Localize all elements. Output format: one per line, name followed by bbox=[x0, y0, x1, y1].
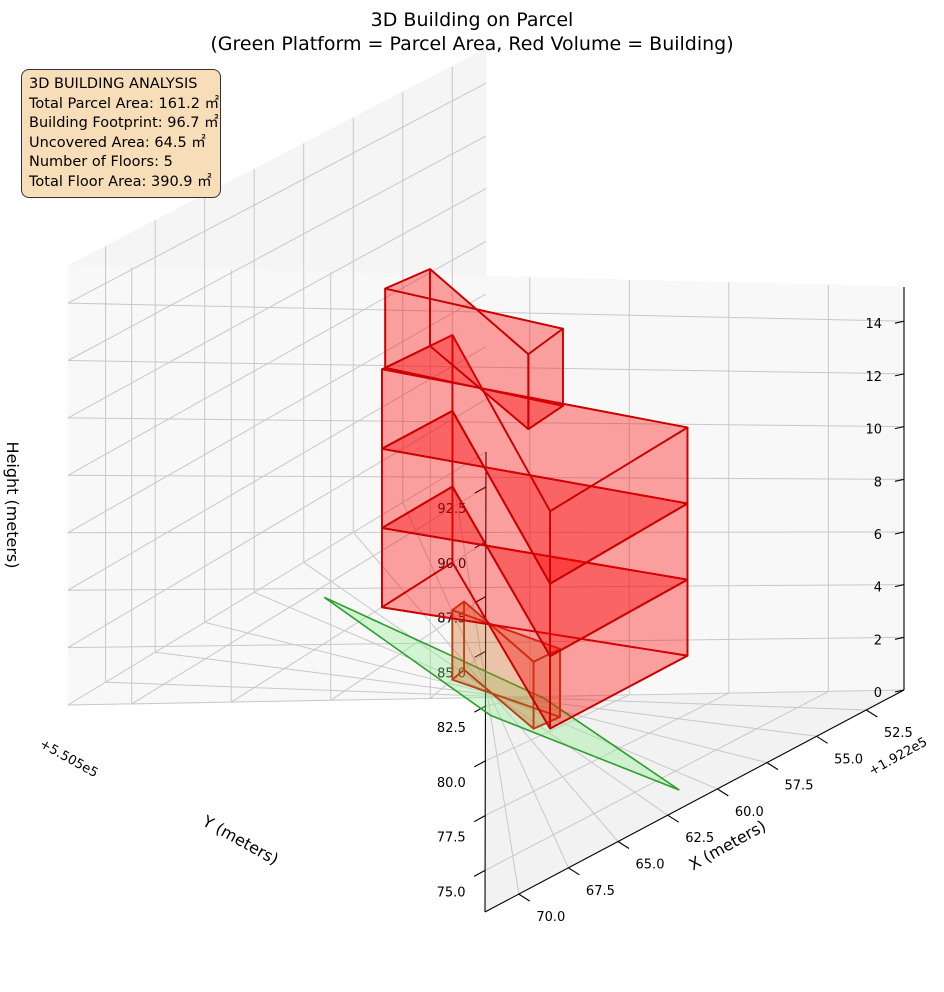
z-tick-label: 2 bbox=[874, 633, 882, 648]
grid-line-y-floor bbox=[330, 596, 486, 701]
z-tick-mark bbox=[894, 584, 905, 588]
y-tick-label: 82.5 bbox=[437, 721, 466, 736]
x-tick-mark bbox=[766, 762, 779, 771]
y-tick-label: 77.5 bbox=[437, 831, 466, 846]
y-tick-label: 80.0 bbox=[437, 776, 466, 791]
x-tick-label: 57.5 bbox=[785, 779, 814, 794]
y-tick-mark bbox=[474, 486, 487, 494]
x-tick-label: 52.5 bbox=[884, 726, 913, 741]
x-tick-mark bbox=[816, 735, 828, 744]
x-tick-mark bbox=[617, 841, 630, 849]
floor-4 bbox=[381, 334, 689, 585]
z-tick-label: 8 bbox=[874, 475, 882, 490]
grid-line-y-floor bbox=[485, 694, 630, 762]
parcel-polygon bbox=[323, 596, 680, 791]
x-axis-line bbox=[484, 689, 905, 913]
z-tick-label: 10 bbox=[865, 423, 882, 438]
floor-5 bbox=[384, 268, 564, 431]
y-tick-mark bbox=[474, 650, 486, 658]
grid-line-y-floor bbox=[131, 486, 487, 705]
y-tick-label: 75.0 bbox=[437, 885, 466, 900]
z-tick-mark bbox=[894, 320, 905, 324]
x-tick-mark bbox=[717, 788, 729, 797]
grid-line-z-right bbox=[67, 188, 487, 419]
floor-3 bbox=[381, 409, 689, 657]
grid-line-y-floor bbox=[485, 696, 530, 707]
grid-line-z-right bbox=[67, 240, 487, 476]
info-line-parcel-area: Total Parcel Area: 161.2 ㎡ bbox=[29, 95, 220, 112]
grid-line-z-right bbox=[67, 451, 487, 706]
grid-line-y-floor bbox=[484, 692, 730, 817]
grid-line-z-left bbox=[67, 360, 905, 375]
z-tick-label: 0 bbox=[874, 686, 882, 701]
z-tick-label: 4 bbox=[874, 581, 882, 596]
x-tick-mark bbox=[518, 893, 531, 902]
analysis-info-box: 3D BUILDING ANALYSIS Total Parcel Area: … bbox=[21, 69, 221, 198]
y-axis-offset: +5.505e5 bbox=[37, 737, 101, 781]
x-tick-label: 60.0 bbox=[735, 805, 764, 820]
x-tick-mark bbox=[866, 709, 878, 718]
grid-line-z-right bbox=[67, 398, 487, 649]
parcel-platform bbox=[323, 596, 680, 791]
grid-line-z-right bbox=[67, 82, 487, 304]
grid-line-z-right bbox=[67, 135, 487, 361]
z-tick-mark bbox=[894, 478, 905, 482]
y-tick-mark bbox=[474, 760, 486, 768]
x-tick-label: 65.0 bbox=[636, 858, 665, 873]
x-tick-label: 62.5 bbox=[685, 831, 714, 846]
tick-marks bbox=[473, 320, 905, 902]
z-tick-mark bbox=[894, 373, 905, 377]
y-axis-line bbox=[484, 451, 487, 913]
x-tick-label: 67.5 bbox=[586, 884, 615, 899]
x-axis-offset: +1.922e5 bbox=[867, 735, 931, 779]
grid-line-z-left bbox=[67, 417, 905, 428]
info-heading: 3D BUILDING ANALYSIS bbox=[29, 76, 198, 92]
y-tick-mark bbox=[473, 869, 486, 877]
info-line-floors: Number of Floors: 5 bbox=[29, 154, 173, 170]
z-tick-mark bbox=[894, 689, 905, 693]
floor-2 bbox=[381, 485, 689, 730]
y-tick-mark bbox=[474, 705, 486, 713]
floor-1 bbox=[451, 600, 561, 730]
z-tick-mark bbox=[894, 531, 905, 535]
info-line-footprint: Building Footprint: 96.7 ㎡ bbox=[29, 115, 219, 131]
axis-lines bbox=[484, 287, 905, 913]
info-line-floor-area: Total Floor Area: 390.9 ㎡ bbox=[29, 173, 212, 190]
y-tick-mark bbox=[474, 596, 486, 604]
z-tick-label: 6 bbox=[874, 528, 882, 543]
z-tick-mark bbox=[894, 426, 905, 430]
y-tick-mark bbox=[473, 815, 486, 823]
info-line-uncovered: Uncovered Area: 64.5 ㎡ bbox=[29, 134, 206, 151]
building-volume bbox=[381, 268, 689, 730]
grid-line-z-right bbox=[67, 346, 487, 591]
y-axis-label: Y (meters) bbox=[199, 811, 282, 869]
x-tick-label: 55.0 bbox=[834, 752, 863, 767]
x-tick-mark bbox=[667, 814, 679, 823]
x-tick-mark bbox=[568, 867, 580, 876]
chart-title: 3D Building on Parcel bbox=[371, 9, 574, 31]
z-axis-label: Height (meters) bbox=[3, 442, 22, 569]
floor-face-top bbox=[384, 268, 564, 356]
chart-subtitle: (Green Platform = Parcel Area, Red Volum… bbox=[210, 33, 733, 55]
z-tick-label: 14 bbox=[865, 317, 882, 332]
grid-line-z-right bbox=[67, 293, 487, 534]
z-tick-mark bbox=[894, 636, 905, 640]
x-tick-label: 70.0 bbox=[536, 910, 565, 925]
z-tick-label: 12 bbox=[865, 370, 882, 385]
